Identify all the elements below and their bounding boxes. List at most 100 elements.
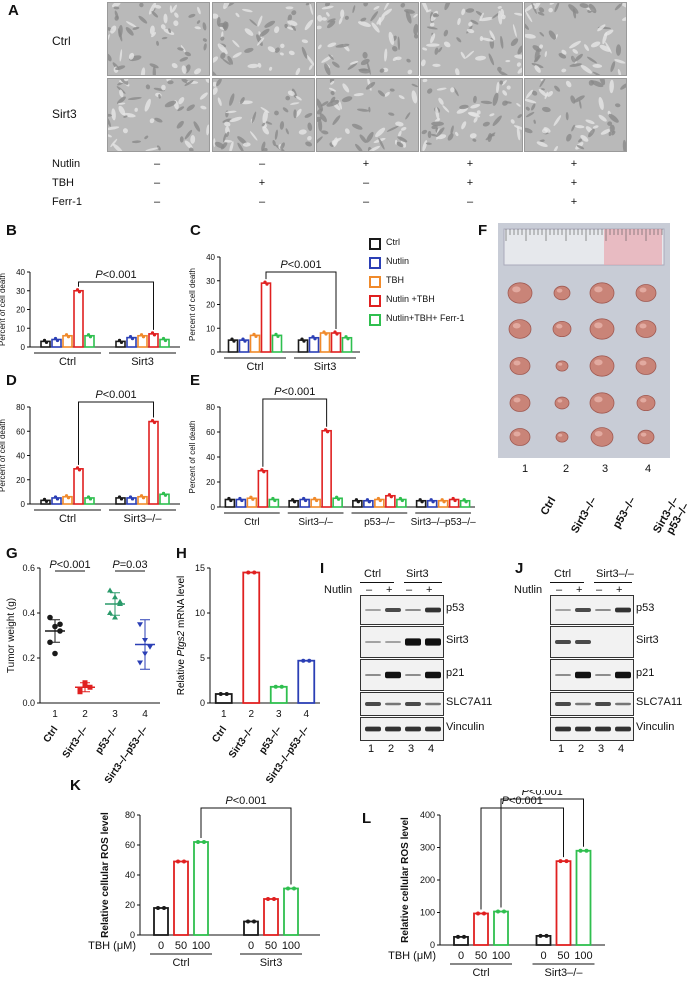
data-point (304, 498, 308, 503)
cell-shape (500, 35, 504, 49)
band (365, 702, 381, 706)
condition-sign-2-2: – (362, 196, 370, 208)
data-point (260, 468, 264, 472)
ruler-pink-overlay (604, 229, 662, 265)
tumor-icon (637, 429, 655, 445)
cell-shape (301, 39, 309, 44)
cell-shape (525, 21, 529, 30)
blot-drawing (365, 671, 441, 679)
data-point (263, 280, 267, 284)
data-point (337, 497, 341, 501)
tumor-icon (635, 357, 657, 375)
blot-drawing (555, 607, 631, 613)
nutlin-sign-1: + (386, 584, 393, 596)
cell-shape (395, 121, 404, 127)
data-point (367, 500, 371, 504)
cell-shape (213, 87, 218, 95)
chart-g: 0.0 0.2 0.4 0.6 Tumor weight (g) 1 Ctrl 2 Sirt3–… (6, 559, 160, 783)
cell-shape (431, 133, 438, 137)
blot-band-sirt3 (360, 626, 444, 658)
legend-label-3: Nutlin +TBH (386, 294, 435, 304)
cell-shape (510, 38, 519, 47)
data-point (584, 848, 589, 853)
blot-header-ctrl: Ctrl (364, 568, 382, 580)
data-point (57, 621, 63, 628)
cell-shape (351, 123, 363, 130)
micrograph-drawing (525, 79, 626, 151)
p-value-annotation: P<0.001 (502, 795, 543, 807)
data-point (356, 500, 360, 504)
data-point (502, 909, 506, 914)
cell-shape (547, 91, 553, 97)
cell-shape (506, 85, 511, 90)
cell-shape (388, 112, 395, 116)
data-point (139, 333, 144, 337)
cell-shape (332, 115, 341, 125)
nutlin-sign-0: – (556, 584, 563, 596)
cell-shape (110, 25, 117, 34)
significance-bracket (480, 807, 564, 910)
micrograph-drawing (108, 3, 207, 75)
data-point (398, 496, 402, 501)
cell-shape (138, 15, 148, 24)
y-tick-label: 15 (195, 563, 205, 573)
cell-shape (286, 26, 294, 30)
p-rest: <0.001 (288, 259, 322, 271)
cell-shape (389, 88, 395, 92)
p-value-annotation: P<0.001 (280, 259, 321, 271)
data-point (286, 886, 290, 891)
band (555, 640, 571, 644)
cell-shape (590, 41, 601, 48)
data-point (544, 933, 549, 938)
category-number: 3 (112, 709, 118, 720)
panel-letter-f: F (478, 222, 488, 239)
cell-shape (525, 98, 537, 104)
y-tick-label: 20 (206, 478, 215, 487)
condition-sign-1-4: + (570, 177, 578, 189)
y-tick-label: 80 (125, 810, 135, 820)
cell-shape (145, 84, 151, 90)
cell-shape (359, 134, 367, 143)
category-number: 3 (276, 709, 282, 720)
cell-shape (514, 12, 522, 16)
group-label: Ctrl (246, 361, 263, 372)
cell-shape (525, 106, 530, 111)
data-point (52, 650, 58, 657)
cell-shape (365, 81, 376, 90)
data-point (86, 333, 91, 337)
cell-shape (317, 14, 323, 22)
cell-shape (534, 65, 541, 73)
cell-shape (200, 105, 207, 110)
dose-label: 100 (282, 940, 300, 952)
band (595, 726, 611, 732)
blot-drawing (555, 702, 631, 706)
cell-shape (317, 98, 324, 112)
p-italic: P (502, 795, 510, 807)
condition-sign-0-3: + (466, 158, 474, 170)
cell-shape (497, 66, 502, 72)
data-point (293, 500, 297, 504)
cell-shape (514, 54, 522, 59)
cell-shape (202, 22, 207, 31)
cell-shape (475, 55, 487, 61)
cell-shape (467, 111, 479, 117)
y-tick-label: 60 (206, 428, 215, 437)
chart-b: 0 10 20 30 40 Percent of cell death Ctrl Sirt3 P… (0, 268, 180, 368)
cell-shape (492, 115, 502, 126)
band (575, 671, 591, 679)
lane-number-3: 3 (598, 743, 605, 755)
blot-label-p21: p21 (636, 667, 655, 679)
cell-shape (274, 47, 280, 53)
data-point (176, 859, 180, 864)
cell-shape (531, 90, 538, 96)
cell-shape (222, 133, 227, 143)
y-axis-label: Relative cellular ROS level (100, 812, 111, 938)
cell-shape (272, 140, 276, 146)
micrograph-ctrl-4 (420, 2, 523, 76)
cell-shape (579, 100, 582, 109)
data-point (326, 430, 330, 434)
data-point (476, 911, 480, 916)
lane-number-1: 1 (368, 743, 375, 755)
y-tick-label: 20 (16, 306, 25, 315)
condition-sign-0-0: – (153, 158, 161, 170)
